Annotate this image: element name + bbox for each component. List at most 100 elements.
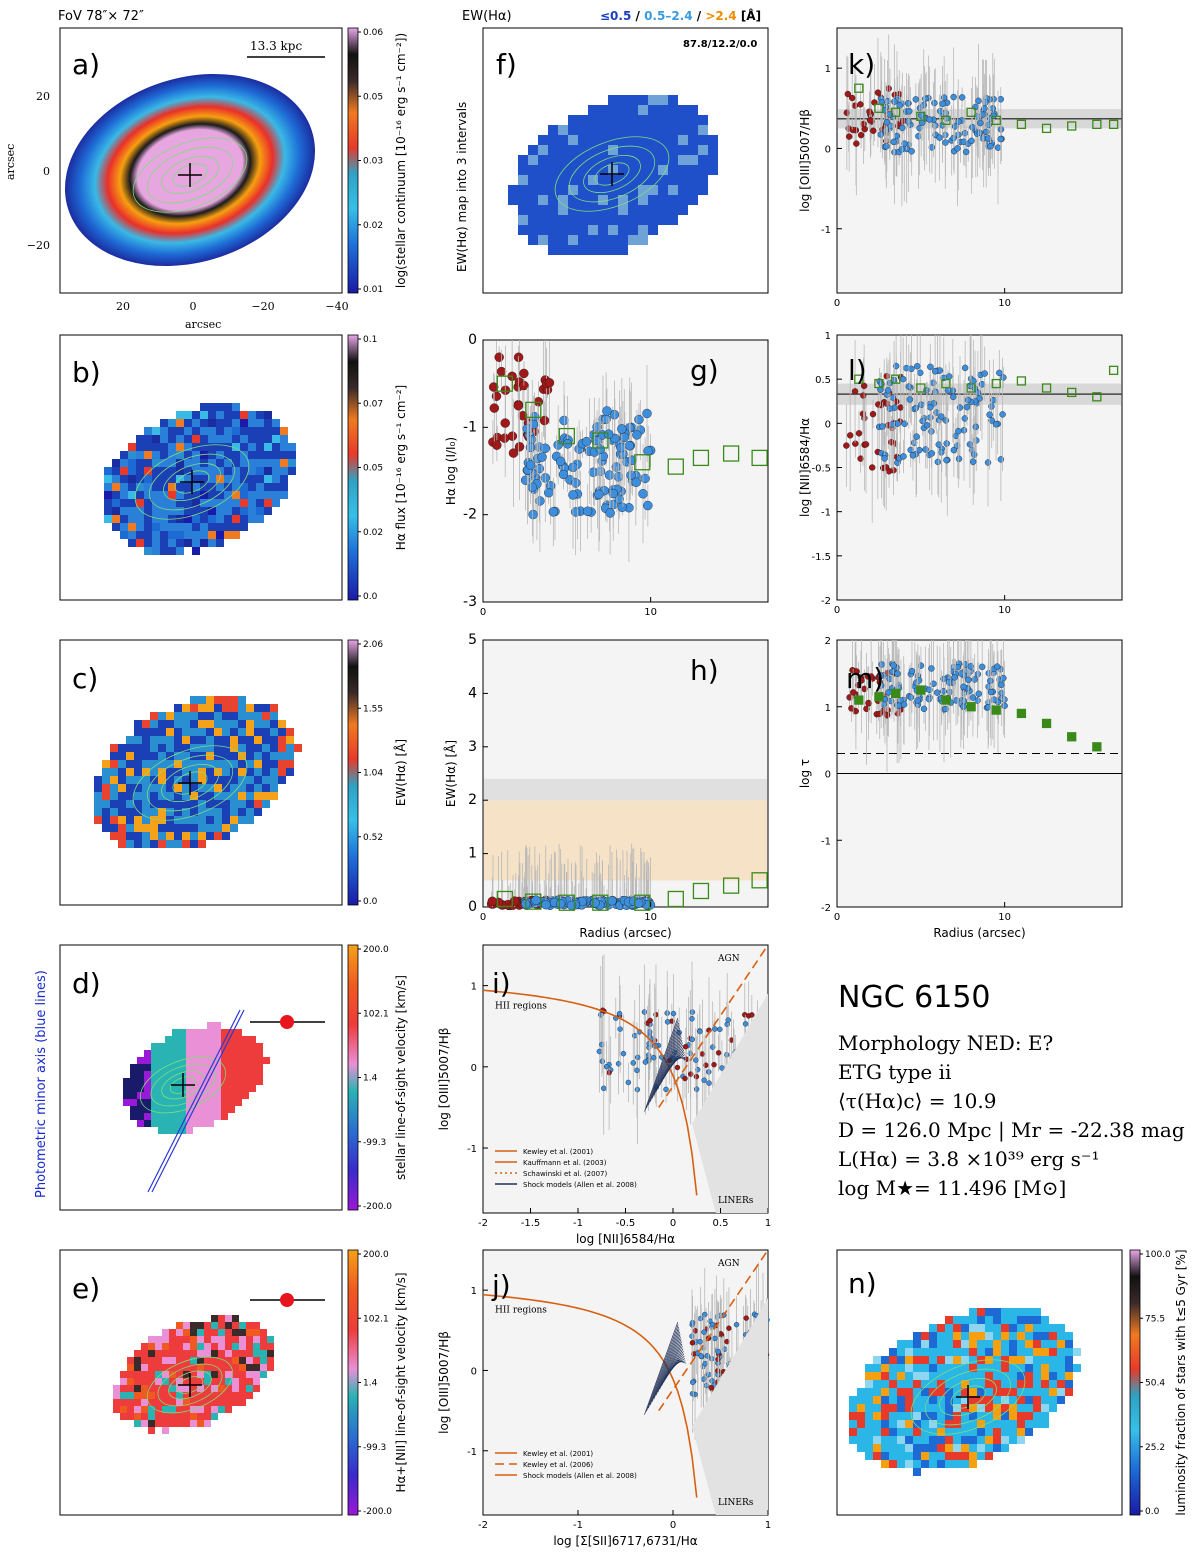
map-pixel — [598, 225, 608, 235]
map-pixel — [228, 1029, 235, 1036]
colorbar-tick-label: -200.0 — [363, 1202, 392, 1212]
colorbar-n — [1129, 1249, 1141, 1516]
map-pixel — [1009, 1348, 1017, 1356]
inner-spaxel-point — [844, 90, 852, 98]
region-label-liners: LINERs — [718, 1196, 754, 1206]
map-pixel — [197, 1420, 204, 1427]
map-pixel — [889, 1444, 897, 1452]
colorbar-e-label: Hα+[NII] line-of-sight velocity [km/s] — [394, 1272, 408, 1492]
map-pixel — [1001, 1348, 1009, 1356]
map-pixel — [190, 800, 198, 808]
shock-grid-line — [659, 1341, 682, 1390]
panel-a-ylabel: arcsec — [4, 144, 17, 180]
map-pixel — [548, 185, 558, 195]
y-tick-label: 0.5 — [815, 375, 831, 386]
panel-l-label: l) — [848, 354, 867, 387]
spaxel-point — [634, 1054, 641, 1061]
binned-profile-marker — [667, 458, 684, 475]
map-pixel — [969, 1412, 977, 1420]
map-pixel — [168, 435, 176, 443]
y-tick-label: -2 — [821, 596, 831, 607]
map-pixel — [160, 539, 168, 547]
map-pixel — [254, 768, 262, 776]
spaxel-point — [956, 404, 964, 411]
spaxel-point — [981, 105, 988, 112]
map-pixel — [120, 1392, 127, 1399]
map-pixel — [248, 491, 256, 499]
map-pixel — [206, 696, 214, 704]
map-pixel — [207, 1113, 214, 1120]
x-tick-label: 0 — [480, 607, 486, 618]
map-pixel — [222, 704, 230, 712]
map-pixel — [176, 1406, 183, 1413]
map-pixel — [1001, 1412, 1009, 1420]
map-pixel — [144, 1106, 151, 1113]
beam-dot — [280, 1015, 294, 1029]
map-pixel — [200, 443, 208, 451]
map-pixel — [102, 824, 110, 832]
map-pixel — [977, 1340, 985, 1348]
map-pixel — [264, 459, 272, 467]
map-pixel — [272, 427, 280, 435]
map-pixel — [144, 1050, 151, 1057]
map-pixel — [126, 736, 134, 744]
spaxel-point — [1001, 702, 1008, 710]
spaxel-point — [964, 396, 972, 404]
inner-spaxel-point — [857, 455, 864, 462]
map-pixel — [232, 1357, 239, 1364]
map-pixel — [238, 776, 246, 784]
map-pixel — [618, 105, 628, 115]
x-tick-label: 0.5 — [713, 1218, 729, 1229]
map-pixel — [618, 175, 628, 185]
map-pixel — [166, 824, 174, 832]
shock-grid-line — [657, 1338, 682, 1393]
map-pixel — [204, 1350, 211, 1357]
spaxel-point — [595, 444, 605, 454]
map-pixel — [204, 1343, 211, 1350]
inner-spaxel-point — [845, 133, 853, 140]
map-pixel — [678, 165, 688, 175]
spaxel-point — [528, 509, 538, 520]
map-pixel — [183, 1350, 190, 1357]
map-pixel — [1041, 1316, 1049, 1324]
map-pixel — [969, 1316, 977, 1324]
map-pixel — [608, 165, 618, 175]
isophote — [169, 1076, 197, 1094]
map-pixel — [538, 145, 548, 155]
map-pixel — [232, 1399, 239, 1406]
info-mass: log M★= 11.496 [M⊙] — [838, 1176, 1067, 1200]
spaxel-point — [725, 1017, 731, 1023]
map-pixel — [1025, 1372, 1033, 1380]
map-pixel — [1041, 1396, 1049, 1404]
map-pixel — [921, 1420, 929, 1428]
map-pixel — [889, 1452, 897, 1460]
map-pixel — [1025, 1404, 1033, 1412]
map-pixel — [127, 1357, 134, 1364]
shock-grid-line — [647, 1326, 680, 1409]
map-pixel — [120, 1406, 127, 1413]
map-pixel — [211, 1364, 218, 1371]
map-pixel — [172, 1127, 179, 1134]
map-pixel — [618, 245, 628, 255]
map-pixel — [248, 507, 256, 515]
map-pixel — [921, 1428, 929, 1436]
map-pixel — [192, 435, 200, 443]
panel-a-xtick: −20 — [251, 300, 274, 313]
spaxel-point — [626, 470, 636, 481]
map-pixel — [155, 1413, 162, 1420]
panel-f: f) 87.8/12.2/0.0 EW(Hα) map into 3 inter… — [455, 27, 769, 294]
inner-spaxel-point — [519, 368, 529, 379]
map-pixel — [897, 1404, 905, 1412]
binned-profile-marker — [751, 449, 768, 467]
map-pixel — [628, 235, 638, 245]
colorbar-c-label: EW(Hα) [Å] — [393, 739, 408, 806]
map-pixel — [239, 1385, 246, 1392]
isophote — [134, 444, 250, 520]
map-pixel — [152, 451, 160, 459]
map-pixel — [668, 185, 678, 195]
spaxel-point — [967, 663, 975, 670]
map-pixel — [126, 808, 134, 816]
spaxel-point — [951, 674, 958, 681]
map-pixel — [182, 760, 190, 768]
map-pixel — [608, 115, 618, 125]
